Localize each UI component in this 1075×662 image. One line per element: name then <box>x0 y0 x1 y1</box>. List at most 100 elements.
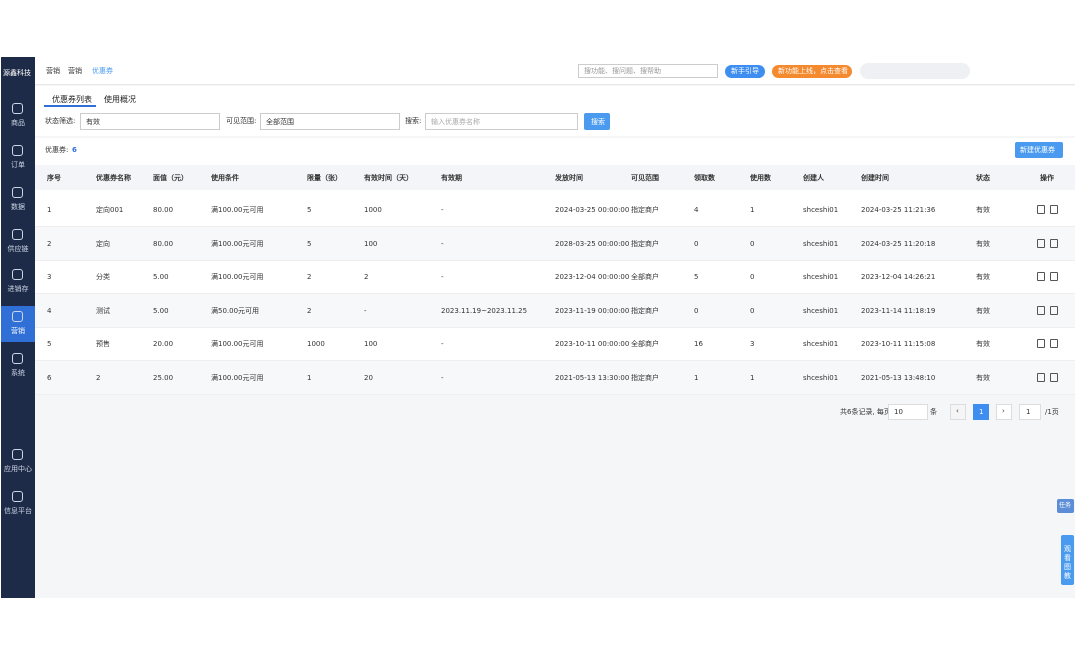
table-cell[interactable]: 有效 <box>976 273 990 282</box>
table-cell[interactable]: - <box>364 306 367 315</box>
task-btn[interactable] <box>1057 499 1074 513</box>
table-cell[interactable]: 全部商户 <box>631 273 659 282</box>
table-cell[interactable]: 3 <box>750 340 755 349</box>
table-cell[interactable]: 0 <box>750 306 755 315</box>
table-cell[interactable]: 2021-05-13 13:48:10 <box>861 374 936 382</box>
search-btn[interactable] <box>584 113 610 130</box>
table-cell[interactable]: 2023-10-11 11:15:08 <box>861 340 936 349</box>
table-cell[interactable]: 1 <box>750 206 755 214</box>
table-cell[interactable]: 5 <box>694 273 699 282</box>
task-btn-text[interactable]: 任务 <box>1059 502 1072 509</box>
table-cell[interactable]: 全部商户 <box>631 340 659 349</box>
name-input[interactable] <box>425 113 578 130</box>
table-cell[interactable]: shceshi01 <box>803 206 839 214</box>
table-cell[interactable]: 定向001 <box>96 206 124 214</box>
table-cell[interactable]: 有效 <box>976 374 990 382</box>
table-cell[interactable]: 满100.00元可用 <box>211 273 264 282</box>
table-cell[interactable]: shceshi01 <box>803 374 839 382</box>
table-cell[interactable]: 预售 <box>96 340 110 349</box>
guide-btn[interactable] <box>725 65 765 78</box>
table-cell[interactable]: 20 <box>364 374 373 382</box>
table-cell[interactable]: 2024-03-25 11:20:18 <box>861 239 936 248</box>
feature-btn[interactable] <box>772 65 852 78</box>
table-cell[interactable]: 有效 <box>976 239 990 248</box>
table-cell[interactable]: 2023-11-14 11:18:19 <box>861 306 936 315</box>
table-cell[interactable]: 2 <box>307 273 312 282</box>
table-cell[interactable]: 5 <box>307 206 312 214</box>
table-cell[interactable]: 2023-12-04 00:00:00 <box>555 273 630 282</box>
table-cell[interactable]: shceshi01 <box>803 306 839 315</box>
table-cell[interactable]: - <box>441 273 444 282</box>
table-cell[interactable]: shceshi01 <box>803 239 839 248</box>
table-cell[interactable]: 1 <box>307 374 312 382</box>
table-cell[interactable]: 4 <box>47 306 52 315</box>
user-box[interactable] <box>860 63 970 79</box>
table-cell[interactable]: 2 <box>47 239 52 248</box>
table-cell[interactable]: 2028-03-25 00:00:00 <box>555 239 630 248</box>
table-cell[interactable]: 2023-12-04 14:26:21 <box>861 273 936 282</box>
table-cell[interactable]: 满100.00元可用 <box>211 340 264 349</box>
table-cell[interactable]: 25.00 <box>153 374 174 382</box>
table-cell[interactable]: 满50.00元可用 <box>211 306 260 315</box>
table-cell[interactable]: 0 <box>750 239 755 248</box>
table-cell[interactable]: 2 <box>96 374 101 382</box>
table-cell[interactable]: 2023-10-11 00:00:00 <box>555 340 630 349</box>
page-jump[interactable]: 1 <box>1026 408 1031 416</box>
page-size[interactable]: 10 <box>894 408 903 416</box>
menu-item[interactable]: 数据 <box>11 203 25 211</box>
guide-btn-text[interactable]: 新手引导 <box>731 67 759 75</box>
table-cell[interactable]: 100 <box>364 340 378 349</box>
create-btn[interactable] <box>1015 142 1063 158</box>
table-cell[interactable]: 1000 <box>307 340 325 349</box>
table-cell[interactable]: - <box>441 239 444 248</box>
table-cell[interactable]: - <box>441 206 444 214</box>
table-cell[interactable]: 2 <box>307 306 312 315</box>
table-cell[interactable]: 5.00 <box>153 273 169 282</box>
table-cell[interactable]: 满100.00元可用 <box>211 206 264 214</box>
menu-item[interactable]: 订单 <box>11 161 25 169</box>
page-next-btn[interactable]: › <box>1002 407 1005 415</box>
table-cell[interactable]: 20.00 <box>153 340 174 349</box>
page-prev-btn[interactable]: ‹ <box>956 407 959 415</box>
menu-item[interactable]: 供应链 <box>7 245 29 253</box>
tab[interactable]: 使用概况 <box>104 95 136 104</box>
table-cell[interactable]: 0 <box>694 306 699 315</box>
search-box[interactable] <box>578 64 718 78</box>
status-select[interactable] <box>80 113 220 130</box>
table-cell[interactable]: 16 <box>694 340 703 349</box>
table-cell[interactable]: 80.00 <box>153 206 174 214</box>
table-cell[interactable]: 2021-05-13 13:30:00 <box>555 374 630 382</box>
create-btn-text[interactable]: 新建优惠券 <box>1020 146 1055 154</box>
menu-item[interactable]: 营销 <box>11 327 25 335</box>
table-cell[interactable]: 1 <box>750 374 755 382</box>
table-cell[interactable]: 6 <box>47 374 52 382</box>
table-cell[interactable]: 2024-03-25 11:21:36 <box>861 206 936 214</box>
feature-btn-text[interactable]: 新功能上线，点击查看 <box>778 67 848 75</box>
table-cell[interactable]: 2 <box>364 273 369 282</box>
table-cell[interactable]: 3 <box>47 273 52 282</box>
watch-btn[interactable] <box>1061 535 1074 585</box>
table-cell[interactable]: 测试 <box>96 306 110 315</box>
table-cell[interactable]: shceshi01 <box>803 340 839 349</box>
table-cell[interactable]: 4 <box>694 206 699 214</box>
table-cell[interactable]: 有效 <box>976 206 990 214</box>
table-cell[interactable]: 定向 <box>96 239 110 248</box>
table-cell[interactable]: 2024-03-25 00:00:00 <box>555 206 630 214</box>
table-cell[interactable]: 满100.00元可用 <box>211 239 264 248</box>
table-cell[interactable]: 指定商户 <box>631 374 659 382</box>
table-cell[interactable]: 指定商户 <box>631 239 659 248</box>
menu-item[interactable]: 商品 <box>11 119 25 127</box>
watch-btn-text[interactable]: 观看图教 <box>1064 545 1071 580</box>
table-cell[interactable]: - <box>441 340 444 349</box>
table-cell[interactable]: shceshi01 <box>803 273 839 282</box>
table-cell[interactable]: 5.00 <box>153 306 169 315</box>
table-cell[interactable]: 2023.11.19~2023.11.25 <box>441 306 528 315</box>
table-cell[interactable]: 1 <box>47 206 52 214</box>
menu-item[interactable]: 应用中心 <box>4 465 32 473</box>
table-cell[interactable]: 5 <box>47 340 52 349</box>
menu-item[interactable]: 进销存 <box>7 285 29 293</box>
tab[interactable]: 优惠券列表 <box>52 95 92 104</box>
menu-item[interactable]: 信息平台 <box>4 507 32 515</box>
table-cell[interactable]: 满100.00元可用 <box>211 374 264 382</box>
search-btn-text[interactable]: 搜索 <box>591 118 605 126</box>
